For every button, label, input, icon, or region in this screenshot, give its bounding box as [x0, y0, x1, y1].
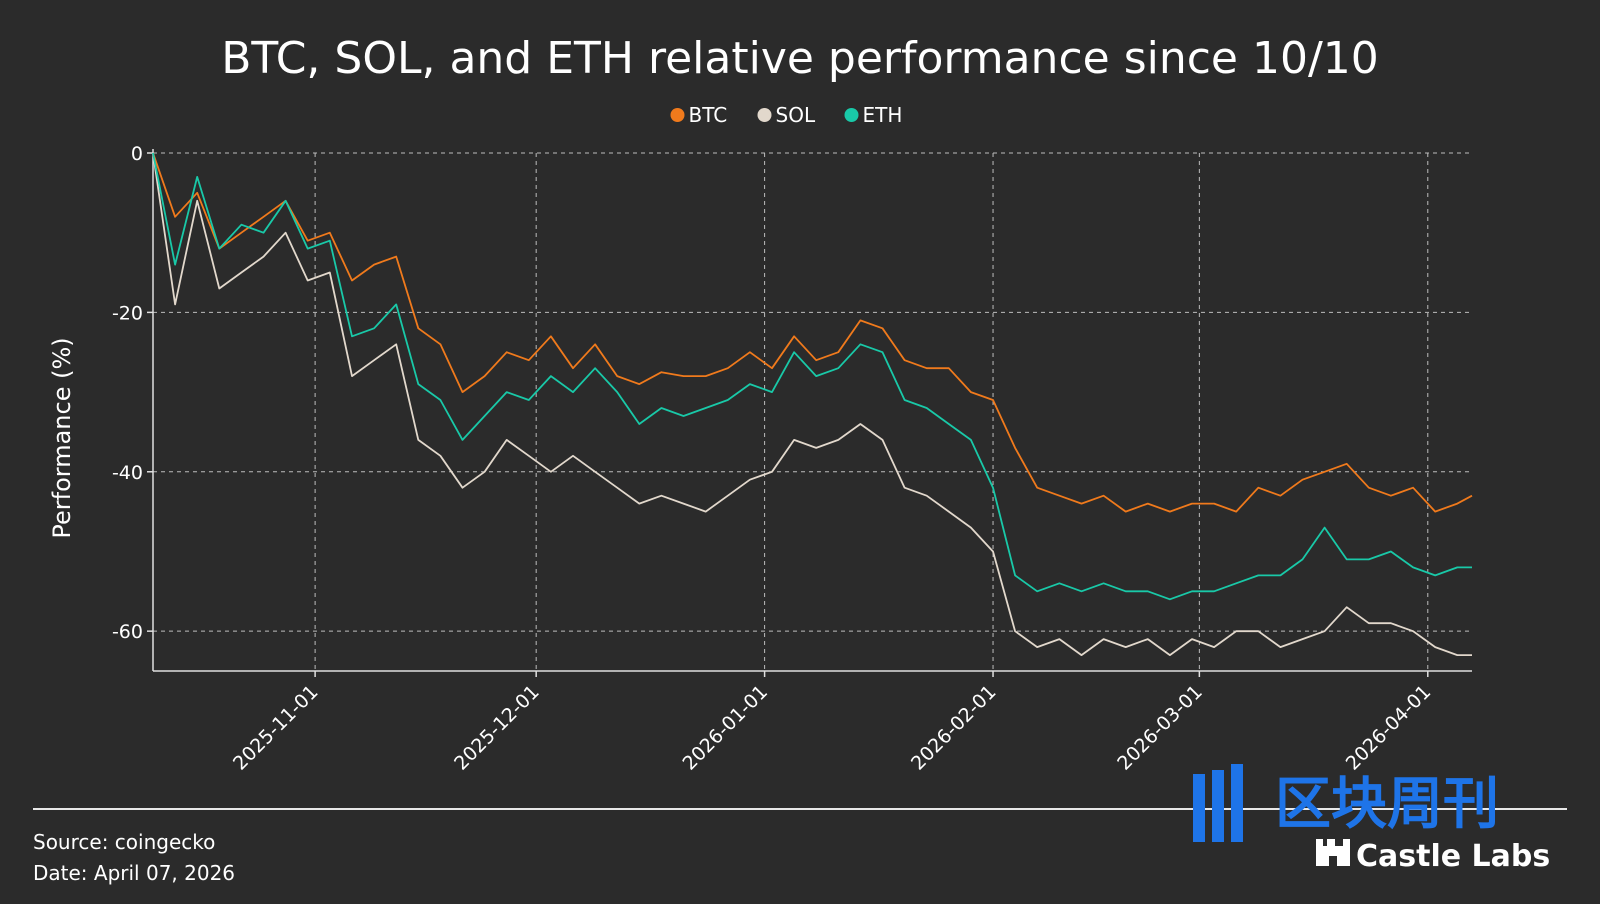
y-tick-label: -60 — [112, 621, 143, 643]
series-group — [152, 152, 1473, 656]
y-axis-label: Performance (%) — [48, 337, 76, 538]
grid — [153, 152, 1472, 671]
logo-text-en: Castle Labs — [1356, 839, 1550, 874]
legend-label-eth: ETH — [863, 103, 903, 127]
x-tick-label: 2026-03-01 — [1113, 681, 1207, 775]
x-tick-label: 2026-02-01 — [907, 681, 1001, 775]
castle-labs-logo: Castle Labs — [1316, 839, 1550, 874]
y-tick-label: 0 — [131, 143, 143, 165]
x-tick-label: 2025-12-01 — [450, 681, 544, 775]
legend-marker-sol — [757, 108, 772, 122]
footer-date: Date: April 07, 2026 — [33, 861, 235, 885]
y-tick-label: -40 — [112, 462, 143, 484]
block-weekly-logo: 区块周刊 — [1193, 764, 1499, 842]
x-tick-label: 2026-01-01 — [679, 681, 773, 775]
logo-bars-icon — [1193, 764, 1243, 842]
series-line-sol — [152, 152, 1472, 656]
legend-marker-eth — [844, 108, 859, 122]
castle-icon — [1316, 839, 1350, 866]
legend-marker-btc — [670, 108, 685, 122]
series-line-eth — [152, 152, 1472, 601]
legend-label-sol: SOL — [776, 103, 816, 127]
footer-source: Source: coingecko — [33, 830, 215, 854]
series-line-btc — [152, 152, 1473, 513]
x-tick-label: 2026-04-01 — [1342, 681, 1436, 775]
x-tick-label: 2025-11-01 — [229, 681, 323, 775]
y-tick-label: -20 — [112, 302, 143, 324]
logo-text-cn: 区块周刊 — [1275, 772, 1499, 837]
chart-title: BTC, SOL, and ETH relative performance s… — [221, 33, 1379, 84]
legend: BTC SOL ETH — [670, 103, 903, 127]
legend-label-btc: BTC — [689, 103, 728, 127]
